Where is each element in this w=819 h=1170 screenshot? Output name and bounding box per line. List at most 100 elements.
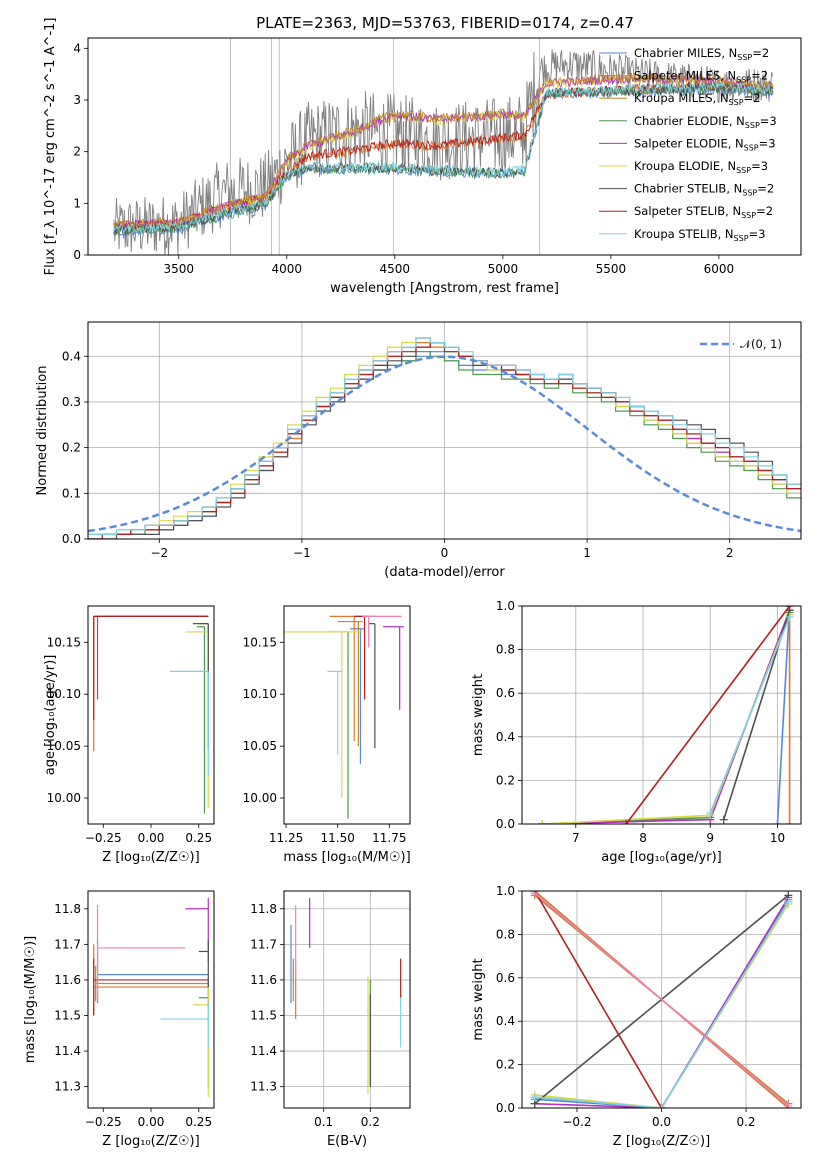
weight-line: [776, 606, 791, 824]
plus-marker: [785, 612, 794, 621]
x-tick-label: 4000: [272, 262, 303, 276]
histogram-chabrier-stelib: [88, 342, 801, 539]
legend-label-suffix: =3: [751, 159, 768, 173]
y-tick-label: 0.1: [62, 486, 81, 500]
point-kroupa-miles: [198, 623, 209, 666]
y-tick-label: 10.15: [243, 635, 277, 649]
point-kroupa-miles: [95, 965, 209, 1002]
spectrum-model-chabrier-stelib: [113, 82, 774, 236]
point-salpeter-miles: [93, 615, 209, 752]
x-tick-label: 11.75: [372, 831, 406, 845]
legend-label-main: Chabrier MILES, N: [634, 46, 737, 60]
plot-area: [284, 615, 404, 819]
plus-marker: [530, 891, 539, 898]
legend-label-main: Salpeter ELODIE, N: [634, 136, 744, 150]
point-chabrier-miles: [350, 628, 365, 764]
y-tick-label: 0.2: [496, 1058, 515, 1072]
legend-label-main: Kroupa ELODIE, N: [634, 159, 736, 173]
point-salpeter-stelib: [93, 958, 209, 1016]
weight-line: [534, 892, 789, 1107]
panel-mass-vs-ebv: 0.1 0.2 11.3 11.4 11.5 11.6 11.7 11.8 E(B-V): [250, 890, 411, 1149]
y-axis-label: mass [log₁₀(M/M☉)]: [23, 936, 38, 1063]
panel-weight-vs-age: 7 8 9 10 0.0 0.2 0.4 0.6 0.8 1.0 age [log₁₀(age/yr…: [471, 599, 802, 865]
y-axis-label: mass weight: [471, 958, 486, 1040]
x-tick-label: 1: [583, 546, 591, 560]
point-extra_pink: [96, 905, 186, 1002]
x-tick-label: 5500: [596, 262, 627, 276]
legend-label-sub: SSP: [742, 189, 757, 198]
grid: [284, 891, 410, 1108]
weight-line: [534, 897, 789, 1108]
point-extra_pink: [362, 615, 402, 648]
axes-border: [283, 890, 411, 1109]
plus-marker: [784, 897, 793, 906]
x-tick-label: 0.25: [185, 831, 212, 845]
x-tick-label: 0.2: [736, 1115, 755, 1129]
point-chabrier-miles: [96, 939, 209, 1004]
x-tick-label: 4500: [380, 262, 411, 276]
legend-label-suffix: =2: [751, 69, 768, 83]
legend-label: Chabrier MILES, NSSP=2: [634, 46, 769, 62]
x-tick-label: 0: [441, 546, 449, 560]
histogram-kroupa-stelib: [88, 337, 801, 535]
y-tick-label: 3: [73, 93, 81, 107]
legend-label-suffix: =3: [760, 114, 777, 128]
axes-border: [87, 890, 215, 1109]
y-tick-label: 11.5: [54, 1009, 81, 1023]
x-axis-label: (data-model)/error: [384, 565, 505, 580]
point-chabrier-elodie: [196, 626, 206, 814]
legend-label-main: Kroupa STELIB, N: [634, 227, 734, 241]
spectrum-data-line: [113, 49, 773, 255]
y-tick-label: 11.7: [250, 937, 277, 951]
spectrum-model-salpeter-elodie: [113, 72, 774, 230]
x-tick-label: 3500: [163, 262, 194, 276]
y-tick-label: 11.6: [250, 973, 277, 987]
plus-marker: [530, 1093, 539, 1102]
axes-frame: 3500 4000 4500 5000 5500 6000 0 1 2 3 4 wavelength …: [43, 18, 802, 296]
chart-layers: 3500 4000 4500 5000 5500 6000 0 1 2 3 4 wavelength …: [23, 18, 802, 1149]
point-kroupa-elodie: [193, 987, 209, 1098]
weight-line: [534, 901, 789, 1108]
legend-label-sub: SSP: [736, 166, 751, 175]
axes-border: [87, 605, 215, 825]
plot-area: [290, 898, 402, 1094]
legend-label: Chabrier ELODIE, NSSP=3: [634, 114, 777, 130]
y-tick-label: 0.6: [496, 971, 515, 985]
x-tick-label: 2: [726, 546, 734, 560]
weight-line: [542, 610, 791, 824]
y-tick-label: 10.05: [47, 739, 81, 753]
plus-marker: [719, 815, 728, 824]
y-tick-label: 10.10: [243, 687, 277, 701]
y-tick-label: 0.2: [496, 773, 515, 787]
plus-marker: [773, 820, 782, 824]
point-chabrier-stelib: [193, 623, 209, 749]
y-axis-label: mass weight: [471, 674, 486, 756]
y-axis-label: Normed distribution: [35, 366, 50, 496]
panel-residuals: −2 −1 0 1 2 0.0 0.1 0.2 0.3 0.4 (data-model)/error…: [35, 321, 802, 580]
legend-label: Salpeter MILES, NSSP=2: [634, 69, 768, 85]
point-kroupa-stelib: [327, 670, 342, 755]
point-salpeter-stelib: [93, 615, 209, 721]
x-axis-label: wavelength [Angstrom, rest frame]: [330, 281, 559, 296]
x-axis-label: Z [log₁₀(Z/Z☉)]: [102, 1134, 199, 1149]
weight-line: [542, 612, 791, 824]
y-tick-label: 11.8: [54, 902, 81, 916]
plot-area: [530, 891, 793, 1108]
y-tick-label: 11.4: [250, 1044, 277, 1058]
x-tick-label: 11.25: [269, 831, 303, 845]
plot-area: [113, 38, 774, 255]
point-salpeter-elodie: [96, 615, 209, 700]
panel-spectrum: 3500 4000 4500 5000 5500 6000 0 1 2 3 4 wavelength …: [43, 18, 802, 296]
y-tick-label: 2: [73, 145, 81, 159]
x-tick-label: 0.1: [314, 1115, 333, 1129]
point-kroupa-stelib: [160, 1001, 209, 1048]
plus-marker: [622, 820, 631, 824]
legend-label-suffix: =2: [757, 182, 774, 196]
spectrum-model-kroupa-stelib: [113, 80, 774, 235]
legend-label-sub: SSP: [729, 98, 744, 107]
legend-label-main: Chabrier ELODIE, N: [634, 114, 745, 128]
x-tick-label: −0.2: [562, 1115, 591, 1129]
legend-label-suffix: =2: [744, 91, 761, 105]
y-tick-label: 1.0: [496, 599, 515, 613]
y-tick-label: 0.2: [62, 441, 81, 455]
